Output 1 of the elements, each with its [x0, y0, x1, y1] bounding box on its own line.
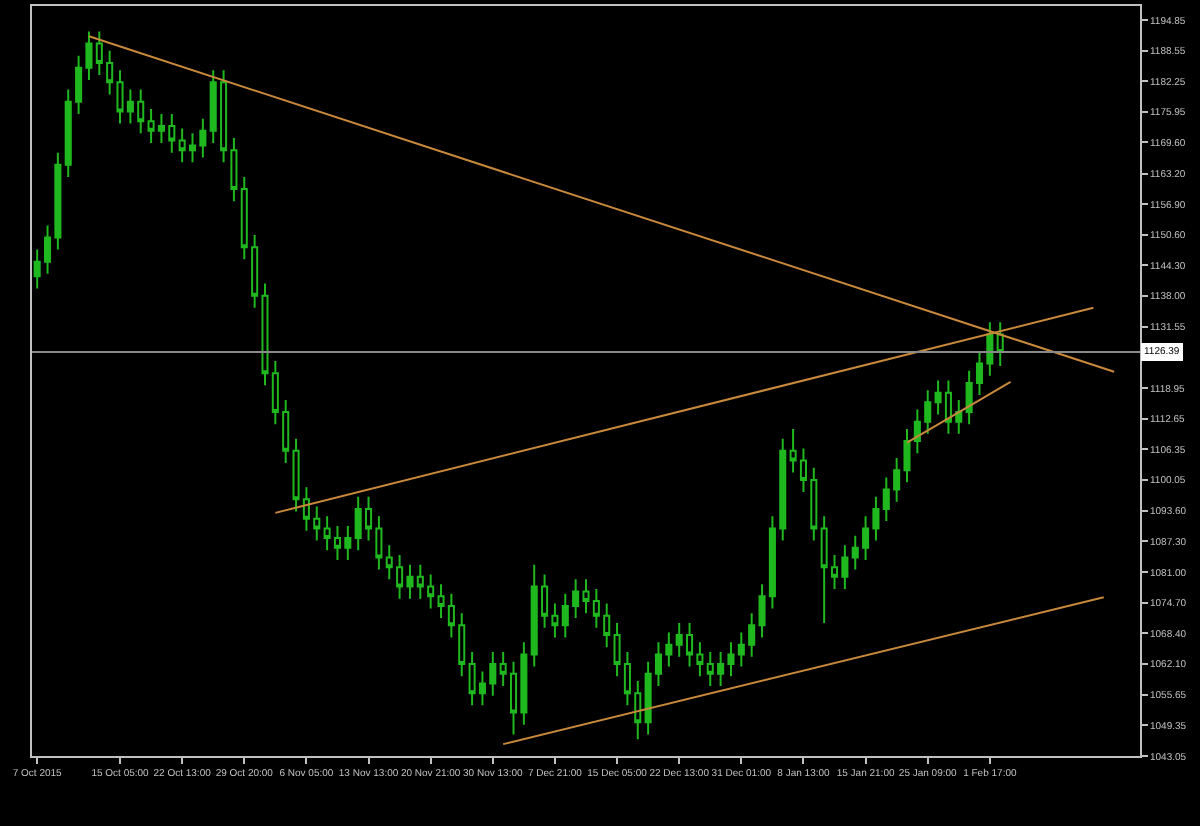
candlestick [996, 321, 1004, 367]
